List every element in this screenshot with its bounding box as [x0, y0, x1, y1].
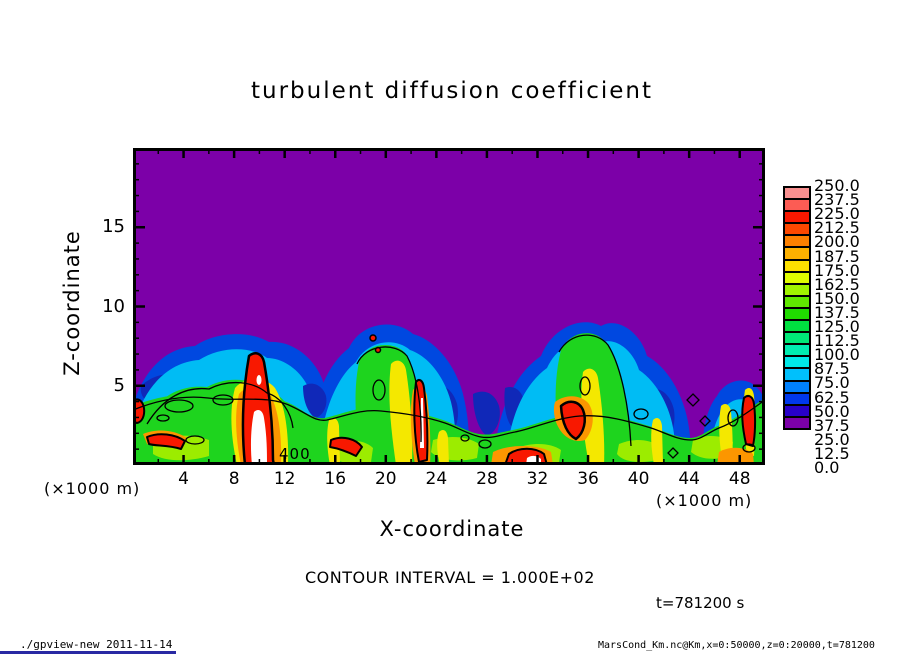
colorbar-tick-label: 237.5: [814, 190, 860, 210]
colorbar-tick-label: 150.0: [814, 288, 860, 308]
colorbar-tick-label: 0.0: [814, 458, 840, 477]
contour-interval-note: CONTOUR INTERVAL = 1.000E+02: [305, 568, 595, 587]
colorbar-tick-label: 62.5: [814, 387, 850, 407]
colorbar-tick-label: 175.0: [814, 260, 860, 280]
y-tick-label: 5: [113, 374, 125, 396]
plot-title: turbulent diffusion coefficient: [250, 78, 653, 104]
colorbar-tick-label: 25.0: [814, 429, 850, 449]
colorbar-tick-label: 187.5: [814, 246, 860, 266]
x-tick-label: 4: [178, 469, 189, 489]
colorbar-tick-label: 100.0: [814, 345, 860, 365]
colorbar: [783, 186, 811, 430]
x-tick-label: 12: [273, 469, 296, 489]
plot-area: 400: [133, 148, 765, 465]
time-stamp: t=781200 s: [656, 594, 745, 612]
colorbar-tick-label: 37.5: [814, 415, 850, 435]
contour-value-label: 400: [279, 445, 311, 463]
colorbar-tick-label: 200.0: [814, 232, 860, 252]
x-tick-label: 36: [577, 469, 599, 489]
x-tick-label: 16: [324, 469, 347, 489]
x-tick-label: 32: [526, 469, 549, 489]
contour-plot-canvas: 400: [133, 148, 765, 465]
x-tick-label: 44: [678, 469, 700, 489]
colorbar-tick-label: 12.5: [814, 443, 850, 463]
colorbar-tick-label: 225.0: [814, 204, 860, 224]
plot-frame: [133, 148, 765, 465]
window-bottom-border: [0, 651, 176, 654]
colorbar-tick-label: 162.5: [814, 274, 860, 294]
y-tick-label: 10: [102, 295, 125, 317]
y-tick-label: 15: [102, 216, 125, 238]
colorbar-tick-label: 250.0: [814, 176, 860, 195]
status-bar-left: ./gpview-new 2011-11-14: [20, 638, 173, 651]
contour-lines: [133, 334, 765, 459]
x-axis-units: (×1000 m): [656, 491, 753, 510]
x-tick-label: 20: [374, 469, 397, 489]
colorbar-tick-label: 137.5: [814, 302, 860, 322]
x-tick-label: 24: [425, 469, 448, 489]
x-axis-label: X-coordinate: [379, 517, 525, 541]
y-axis-units: (×1000 m): [44, 479, 141, 498]
status-bar-right: MarsCond_Km.nc@Km,x=0:50000,z=0:20000,t=…: [598, 640, 875, 651]
y-axis-label: Z-coordinate: [60, 230, 84, 376]
colorbar-tick-label: 50.0: [814, 401, 850, 421]
colorbar-tick-label: 125.0: [814, 317, 860, 336]
colorbar-tick-label: 112.5: [814, 331, 860, 351]
colorbar-tick-label: 212.5: [814, 218, 860, 238]
x-tick-label: 28: [476, 469, 498, 489]
x-tick-label: 40: [627, 469, 650, 489]
x-tick-label: 8: [228, 469, 240, 489]
x-tick-label: 48: [728, 469, 751, 489]
colorbar-tick-label: 87.5: [814, 359, 850, 379]
colorbar-box: [783, 415, 811, 430]
colorbar-tick-label: 75.0: [814, 373, 850, 393]
